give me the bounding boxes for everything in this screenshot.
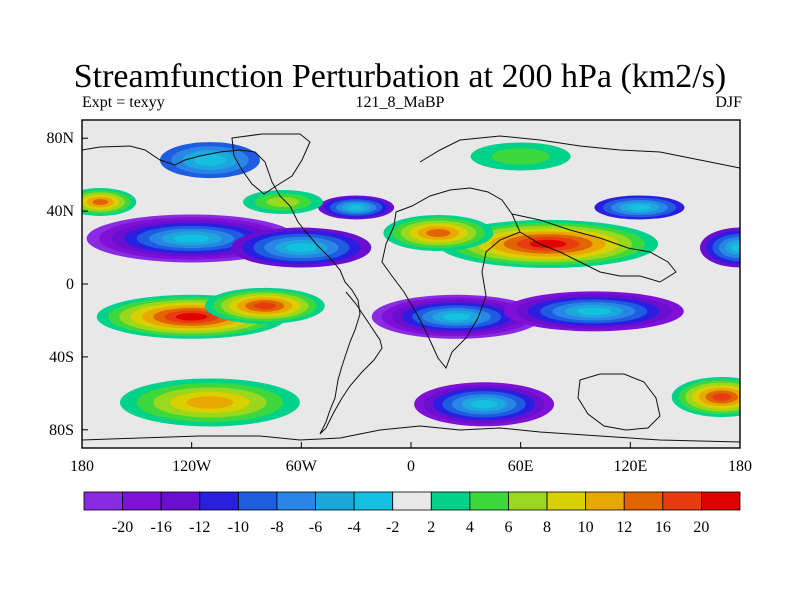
colorbar-label: 12	[616, 519, 632, 536]
colorbar-swatch	[83, 491, 123, 511]
colorbar-label: 20	[693, 519, 709, 536]
colorbar-label: -12	[189, 519, 210, 536]
colorbar-label: 4	[466, 519, 474, 536]
colorbar-swatch	[199, 491, 239, 511]
colorbar-swatch	[701, 491, 741, 511]
x-tick-label: 180	[70, 458, 94, 475]
colorbar-swatch	[508, 491, 548, 511]
y-axis: 80N 40N 0 40S 80S	[46, 130, 88, 439]
x-tick-label: 180	[728, 458, 752, 475]
contour-band	[731, 243, 740, 252]
colorbar-label: -4	[347, 519, 360, 536]
colorbar-label: -6	[309, 519, 322, 536]
contour-band	[576, 307, 611, 316]
colorbar-label: 8	[543, 519, 551, 536]
contour-band	[712, 393, 732, 401]
y-tick-label: 80S	[49, 422, 74, 439]
colorbar-swatch	[276, 491, 316, 511]
colorbar-swatch	[122, 491, 162, 511]
x-axis: 180 120W 60W 0 60E 120E 180	[70, 442, 752, 475]
x-tick-label: 60W	[286, 458, 318, 475]
contour-field	[82, 142, 740, 427]
colorbar-swatch	[315, 491, 355, 511]
season-label: DJF	[715, 94, 742, 111]
x-tick-label: 60E	[508, 458, 534, 475]
contour-band	[347, 204, 365, 211]
colorbar: -20 -16 -12 -10 -8 -6 -4 -2 2 4 6 8 10 12 16 20	[83, 491, 741, 536]
contour-band	[491, 148, 550, 165]
colorbar-swatch	[160, 491, 201, 511]
coastlines	[82, 133, 740, 443]
colorbar-swatch	[662, 491, 702, 511]
colorbar-swatch	[585, 491, 625, 511]
colorbar-swatch	[353, 491, 394, 511]
contour-band	[442, 313, 471, 321]
y-tick-label: 80N	[46, 130, 74, 147]
y-tick-label: 0	[66, 276, 74, 293]
colorbar-label: 10	[578, 519, 594, 536]
colorbar-swatch	[430, 491, 471, 511]
contour-band	[174, 234, 210, 243]
contour-band	[470, 400, 498, 409]
x-tick-label: 120E	[613, 458, 647, 475]
colorbar-label: -10	[228, 519, 249, 536]
colorbar-label: 6	[504, 519, 512, 536]
contour-band	[627, 204, 652, 211]
contour-band	[194, 154, 226, 166]
colorbar-label: -2	[386, 519, 399, 536]
y-tick-label: 40S	[49, 349, 74, 366]
colorbar-swatch	[469, 491, 509, 511]
chart-title: Streamfunction Perturbation at 200 hPa (…	[73, 58, 727, 95]
colorbar-label: -8	[270, 519, 283, 536]
colorbar-label: -16	[151, 519, 172, 536]
colorbar-swatch	[623, 491, 664, 511]
colorbar-swatch	[392, 491, 432, 511]
colorbar-swatch	[237, 491, 278, 511]
colorbar-label: 16	[655, 519, 671, 536]
experiment-label: Expt = texyy	[82, 94, 165, 111]
contour-band	[426, 229, 451, 237]
contour-band	[286, 243, 317, 252]
contour-band	[186, 396, 234, 409]
x-tick-label: 0	[407, 458, 415, 475]
contour-band	[92, 198, 109, 206]
y-tick-label: 40N	[46, 203, 74, 220]
x-tick-label: 120W	[172, 458, 212, 475]
contour-band	[529, 239, 567, 248]
colorbar-label: 2	[427, 519, 435, 536]
contour-band	[266, 197, 300, 207]
run-label: 121_8_MaBP	[355, 94, 445, 111]
contour-band	[253, 302, 277, 310]
colorbar-swatch	[546, 491, 587, 511]
contour-band	[175, 313, 208, 321]
colorbar-label: -20	[112, 519, 133, 536]
